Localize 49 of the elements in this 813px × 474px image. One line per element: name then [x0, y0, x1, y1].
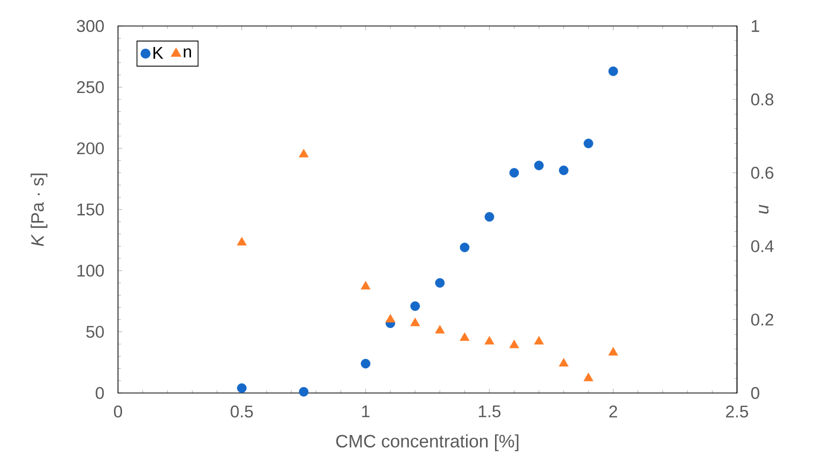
point [534, 336, 544, 345]
y2-tick-label: 0.4 [751, 240, 774, 252]
y-tick-label: 150 [78, 204, 104, 216]
point [484, 212, 494, 222]
y-tick-label: 250 [77, 81, 104, 94]
point [236, 236, 247, 246]
y-tick-label: 100 [78, 264, 104, 277]
legend-label: K [154, 47, 164, 59]
point [386, 314, 396, 322]
y2-tick-label: 0.6 [751, 166, 774, 179]
x-axis-title: CMC concentration [%] [336, 434, 518, 452]
x-tick-label: 2 [609, 406, 618, 418]
y-tick-label: 300 [76, 20, 104, 32]
point [410, 301, 420, 311]
point [460, 332, 470, 341]
x-tick-label: 0.5 [230, 406, 253, 418]
point [298, 386, 308, 397]
point [237, 383, 247, 393]
point [460, 242, 470, 252]
x-tick-label: 0 [114, 406, 122, 418]
point [584, 138, 594, 148]
x-tick-label: 1.5 [478, 406, 500, 418]
point [558, 166, 568, 176]
y2-tick-label: 1 [752, 20, 760, 32]
x-tick-label: 2.5 [726, 406, 748, 418]
point [298, 148, 309, 158]
point [360, 280, 370, 290]
point [435, 325, 445, 334]
point [360, 358, 370, 368]
point [509, 340, 520, 348]
point [509, 168, 519, 178]
x-tick-label: 1 [362, 406, 370, 418]
point [410, 318, 420, 326]
y2-tick-label: 0.2 [751, 314, 774, 326]
point [584, 372, 594, 382]
point [558, 358, 569, 367]
y-tick-label: 50 [86, 326, 104, 338]
point [608, 347, 618, 356]
point [435, 278, 445, 288]
y2-tick-label: 0 [751, 387, 760, 399]
point [608, 66, 618, 76]
y2-tick-label: 0.8 [751, 93, 774, 106]
legend-label: n [184, 48, 192, 58]
point [484, 336, 494, 345]
y-tick-label: 200 [77, 142, 104, 154]
y-axis-title: K [Pa · s] [30, 174, 48, 246]
y2-axis-title: n [758, 204, 769, 214]
y-tick-label: 0 [96, 387, 104, 399]
point [534, 160, 544, 170]
